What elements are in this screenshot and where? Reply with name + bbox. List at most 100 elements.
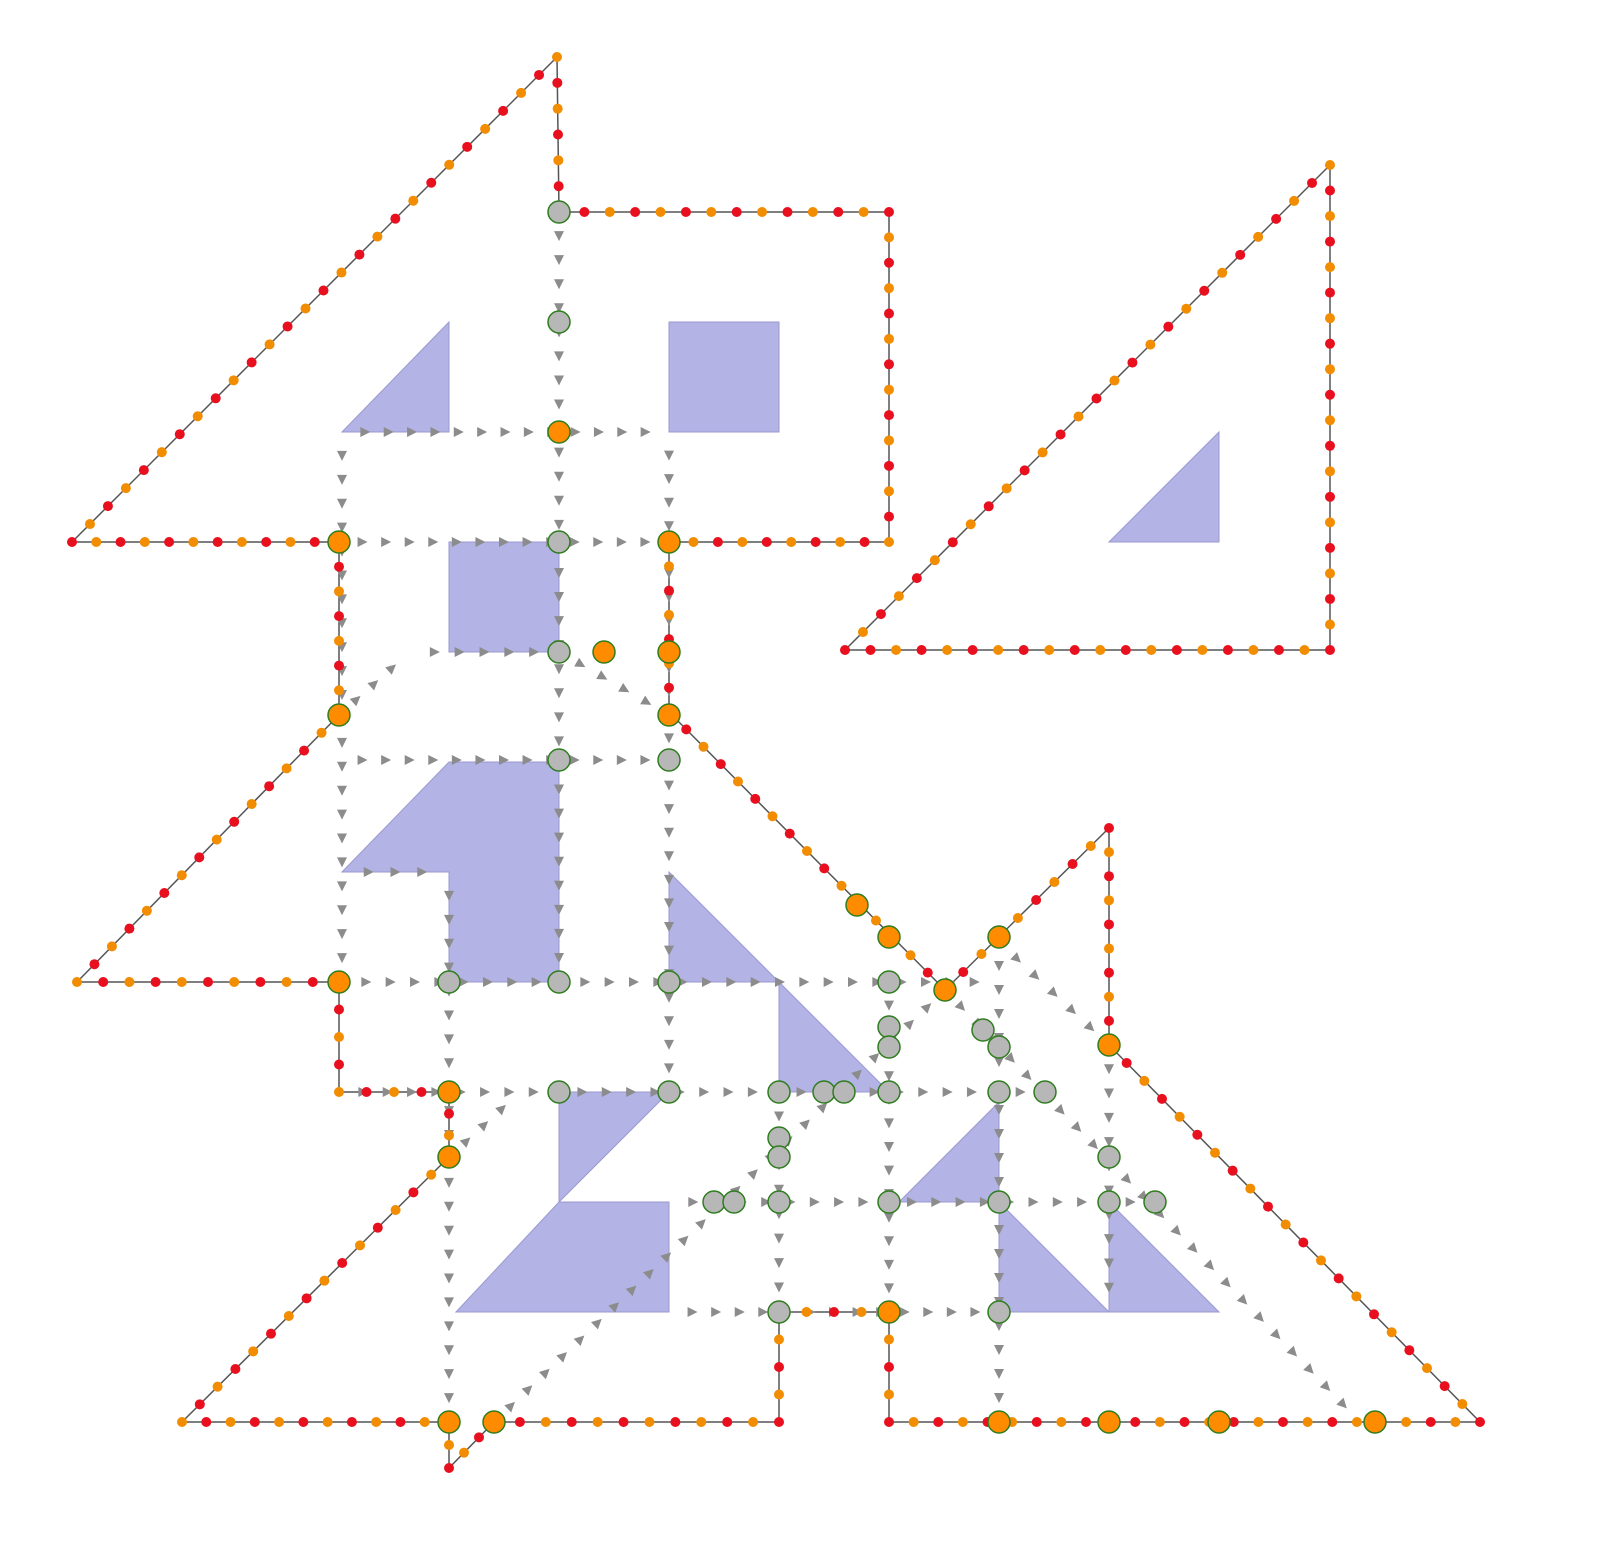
arrow-mark [1104, 1137, 1114, 1148]
arrow-mark [616, 537, 627, 547]
boundary-dot [174, 429, 185, 440]
boundary-dot [301, 1293, 312, 1304]
boundary-dot [1325, 593, 1335, 604]
boundary-dot [1457, 1399, 1468, 1410]
arrow-mark [954, 1000, 966, 1011]
boundary-dot [884, 384, 894, 395]
boundary-dot [1217, 267, 1228, 278]
arrow-mark [337, 570, 347, 581]
boundary-dot [748, 1417, 759, 1427]
boundary-dot [722, 1417, 733, 1427]
arrow-mark [381, 755, 392, 765]
arrow-mark [942, 1087, 953, 1097]
arrow-mark [337, 522, 347, 533]
boundary-dot [1325, 466, 1335, 477]
boundary-dot [810, 537, 821, 547]
boundary-dot [1199, 285, 1210, 296]
arrow-mark [504, 1087, 515, 1097]
arrow-mark [884, 1071, 894, 1082]
arrow-mark [451, 755, 462, 765]
arrow-mark [994, 1273, 1004, 1283]
arrow-mark [554, 736, 564, 747]
boundary-dot [1120, 645, 1131, 655]
gray-node [547, 200, 571, 224]
boundary-dot [1325, 619, 1335, 630]
arrow-mark [640, 427, 651, 437]
boundary-dot [1067, 859, 1078, 869]
gray-node [987, 1190, 1011, 1214]
boundary-dot [300, 303, 311, 314]
dotted-line-2 [360, 427, 651, 437]
arrow-mark [454, 647, 465, 657]
arrow-mark [1303, 1363, 1314, 1374]
arrow-mark [1010, 952, 1021, 963]
arrow-mark [554, 688, 564, 699]
arrow-mark [459, 1137, 471, 1148]
boundary-dot [1439, 1381, 1450, 1392]
arrow-mark [774, 1282, 784, 1293]
arrow-mark [687, 1307, 698, 1317]
arrow-mark [796, 1087, 807, 1097]
boundary-dot [361, 1087, 372, 1097]
boundary-dot [307, 977, 318, 987]
arrow-mark [884, 1283, 894, 1294]
boundary-dot [840, 645, 850, 655]
arrow-mark [903, 1019, 914, 1031]
arrow-mark [774, 1184, 784, 1195]
arrow-mark [799, 1119, 810, 1130]
arrow-mark [410, 977, 420, 987]
boundary-dot [416, 1087, 427, 1097]
boundary-dot [316, 727, 327, 738]
boundary-dot [228, 375, 239, 386]
arrow-mark [695, 1219, 706, 1230]
arrow-mark [884, 1259, 894, 1270]
boundary-dot [1302, 1417, 1313, 1427]
orange-node [877, 1300, 901, 1324]
boundary-dot [1081, 1417, 1091, 1427]
boundary-dot [389, 1087, 399, 1097]
arrow-mark [664, 804, 674, 815]
boundary-dot [884, 359, 894, 370]
arrow-mark [758, 1307, 769, 1317]
arrow-mark [593, 755, 604, 765]
boundary-dot [1104, 895, 1114, 906]
boundary-dot [444, 1440, 454, 1450]
arrow-mark [554, 447, 564, 458]
boundary-dot [194, 1399, 205, 1410]
arrow-mark [884, 1118, 894, 1129]
arrow-mark [955, 1197, 966, 1207]
boundary-dot [1325, 160, 1335, 170]
arrow-mark [1028, 969, 1040, 980]
arrow-mark [884, 1212, 894, 1223]
arrow-mark [747, 1087, 758, 1097]
arrow-mark [554, 495, 564, 506]
boundary-dot [967, 645, 978, 655]
boundary-dot [229, 816, 240, 827]
filled-shape-9 [897, 1100, 1000, 1203]
arrow-mark [337, 785, 347, 796]
boundary-dot [836, 880, 847, 891]
boundary-dot [1104, 967, 1114, 978]
arrow-mark [920, 1003, 932, 1014]
arrow-mark [554, 471, 564, 482]
boundary-dot [1263, 1201, 1273, 1212]
filled-shape-5 [668, 870, 781, 983]
arrow-mark [664, 945, 674, 956]
arrow-mark [591, 1318, 602, 1330]
gray-node [547, 640, 571, 664]
boundary-dot [829, 1307, 839, 1317]
boundary-dot [1325, 517, 1335, 528]
orange-node [327, 530, 351, 554]
boundary-dot [246, 799, 257, 809]
arrow-mark [383, 427, 394, 437]
filled-shape-10 [998, 1200, 1111, 1313]
boundary-dot [459, 1447, 469, 1458]
arrow-mark [554, 808, 564, 819]
arrow-mark [1054, 1103, 1065, 1115]
arrow-mark [1120, 1173, 1132, 1184]
arrow-mark [1052, 1197, 1063, 1207]
arrow-mark [1004, 1052, 1015, 1063]
arrow-mark [664, 898, 674, 909]
arrow-mark [1104, 1064, 1114, 1075]
boundary-dot [807, 207, 818, 217]
